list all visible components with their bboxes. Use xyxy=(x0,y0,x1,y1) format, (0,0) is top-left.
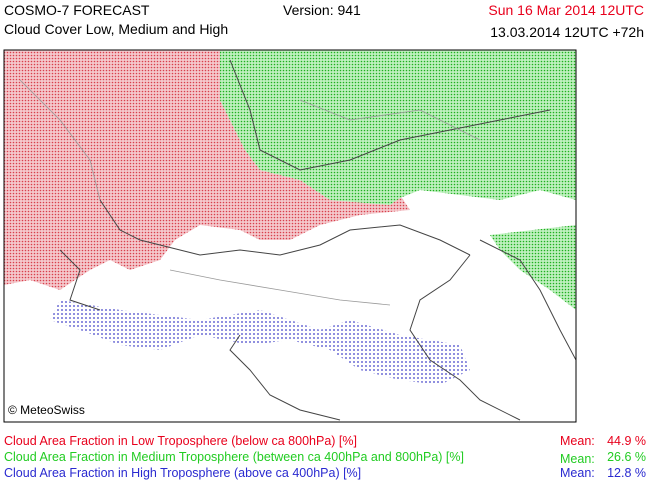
mean-value: 26.6 % xyxy=(607,450,646,464)
valid-time: Sun 16 Mar 2014 12UTC xyxy=(488,2,644,18)
low-cloud-area xyxy=(4,50,410,290)
mid-cloud-area xyxy=(220,50,576,205)
map-frame xyxy=(3,49,577,423)
mean-value: 12.8 % xyxy=(607,466,646,480)
run-time: 13.03.2014 12UTC +72h xyxy=(490,24,644,40)
product-title: COSMO-7 FORECAST xyxy=(4,2,150,18)
legend-label: Cloud Area Fraction in Medium Tropospher… xyxy=(4,450,464,464)
coastlines-borders xyxy=(59,59,576,421)
version: Version: 941 xyxy=(283,2,361,18)
mean-label: Mean: xyxy=(560,466,595,480)
rivers xyxy=(19,79,481,306)
mean-label: Mean: xyxy=(560,434,595,448)
legend-label: Cloud Area Fraction in High Troposphere … xyxy=(4,466,362,480)
mid-cloud-area-east xyxy=(490,225,576,310)
high-cloud-area xyxy=(50,300,470,385)
mean-value: 44.9 % xyxy=(607,434,646,448)
legend-label: Cloud Area Fraction in Low Troposphere (… xyxy=(4,434,357,448)
mean-label: Mean: xyxy=(560,452,595,466)
credit: © MeteoSwiss xyxy=(8,403,85,417)
subtitle: Cloud Cover Low, Medium and High xyxy=(4,21,229,37)
